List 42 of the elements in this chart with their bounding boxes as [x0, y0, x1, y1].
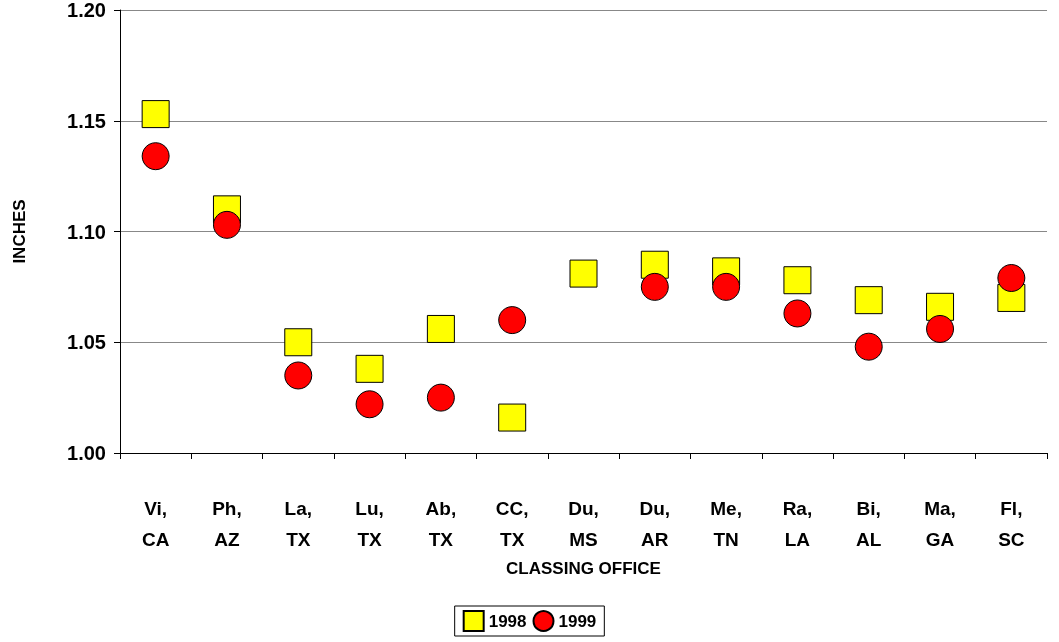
x-tick-label: Lu, TX: [355, 498, 384, 550]
point: [355, 390, 384, 419]
y-tick-label: 1.20: [67, 0, 106, 21]
y-axis-title: INCHES: [10, 199, 29, 264]
point: [569, 259, 598, 288]
point: [640, 272, 669, 301]
y-tick-label: 1.05: [67, 331, 106, 354]
point: [355, 354, 384, 383]
point: [498, 403, 527, 432]
point: [141, 142, 170, 171]
x-axis-title: CLASSING OFFICE: [506, 558, 661, 578]
point: [783, 266, 812, 295]
x-tick-label: Du, AR: [639, 498, 671, 550]
x-tick-label: CC, TX: [495, 498, 529, 550]
x-tick-label: Ma, GA: [924, 498, 956, 550]
point: [997, 264, 1026, 293]
legend-label: 1998: [488, 611, 527, 631]
point: [212, 210, 241, 239]
legend-label: 1999: [558, 611, 597, 631]
x-tick-label: Ra, LA: [782, 498, 813, 550]
x-tick-label: Ab, TX: [425, 498, 457, 550]
point: [141, 100, 170, 129]
x-tick-label: Du, MS: [568, 498, 599, 550]
point: [926, 314, 955, 343]
point: [426, 314, 455, 343]
y-tick-label: 1.15: [67, 109, 106, 132]
point: [426, 383, 455, 412]
point: [783, 299, 812, 328]
x-tick-label: Fl, SC: [998, 498, 1025, 550]
point: [854, 286, 883, 315]
x-tick-label: Vi, CA: [141, 498, 170, 550]
point: [284, 328, 313, 357]
x-tick-label: La, TX: [284, 498, 312, 550]
point: [284, 361, 313, 390]
y-tick-label: 1.10: [67, 220, 106, 243]
y-tick-label: 1.00: [67, 442, 106, 464]
x-tick-label: Bi, AL: [856, 498, 882, 550]
x-tick-label: Me, TN: [710, 498, 742, 550]
x-tick-label: Ph, AZ: [212, 498, 242, 550]
point: [498, 306, 527, 335]
point: [712, 272, 741, 301]
point: [854, 332, 883, 361]
